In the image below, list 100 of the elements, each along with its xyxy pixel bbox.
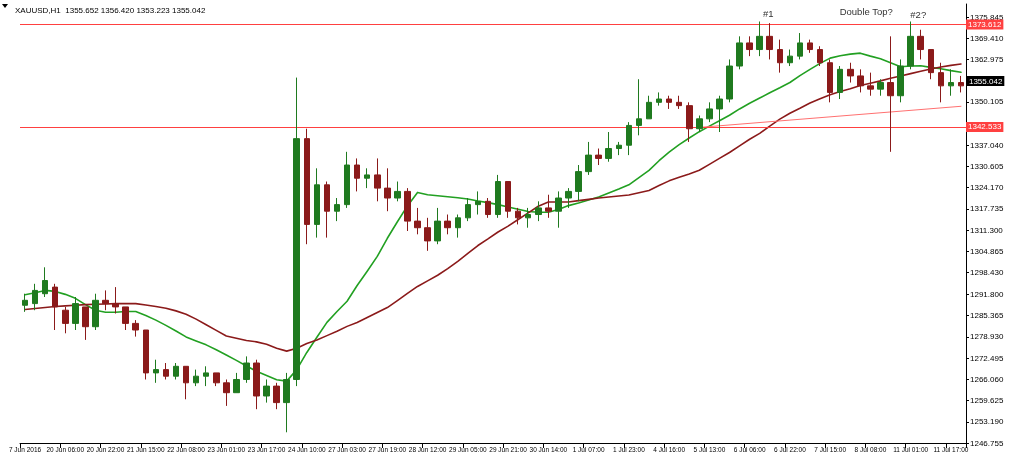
candlestick <box>253 359 260 410</box>
candlestick <box>575 164 582 202</box>
y-tick-label: 1285.365 <box>970 311 1004 321</box>
candlestick <box>817 45 823 67</box>
candlestick <box>777 39 783 74</box>
y-tick-label: 1369.410 <box>970 33 1004 43</box>
candlestick <box>304 128 310 245</box>
candlestick <box>334 197 340 222</box>
annotation: #1 <box>762 7 774 19</box>
candlestick <box>374 157 381 202</box>
candlestick <box>495 174 501 219</box>
candlestick <box>424 217 431 252</box>
candlestick <box>917 29 924 60</box>
candlestick <box>173 362 179 380</box>
candlestick <box>505 181 511 219</box>
candlestick <box>736 35 743 70</box>
candlestick <box>213 372 220 387</box>
candlestick <box>404 187 411 232</box>
candlestick <box>746 35 753 57</box>
candlestick <box>616 141 622 156</box>
candlestick <box>485 197 491 219</box>
candlestick <box>907 20 914 70</box>
annotation: #2? <box>910 8 927 20</box>
candlestick <box>163 362 169 380</box>
y-tick-label: 1311.300 <box>970 225 1004 235</box>
candlestick <box>203 365 209 387</box>
candlestick <box>122 306 129 331</box>
y-tick-label: 1246.755 <box>970 438 1004 448</box>
candlestick <box>595 148 602 166</box>
candlestick <box>92 293 99 331</box>
y-tick-label: 1330.605 <box>970 161 1004 171</box>
y-tick-label: 1375.845 <box>970 12 1004 22</box>
candlestick <box>666 95 672 110</box>
annotation: Double Top? <box>839 5 893 17</box>
candlestick <box>273 382 280 410</box>
candlestick <box>324 181 330 239</box>
candlestick <box>626 121 632 156</box>
candlestick <box>132 319 139 338</box>
candlestick <box>42 266 48 298</box>
candlestick <box>384 167 391 212</box>
candlestick <box>102 289 109 311</box>
candlestick <box>153 359 159 384</box>
candlestick <box>636 78 642 136</box>
candlestick <box>867 72 874 97</box>
candlestick <box>847 62 854 84</box>
candlestick <box>263 379 270 404</box>
candlestick <box>706 101 713 123</box>
y-tick-label: 1291.800 <box>970 289 1004 299</box>
candlestick <box>314 167 320 239</box>
candlestick <box>877 78 884 97</box>
candlestick <box>364 167 370 189</box>
candlestick <box>807 39 813 54</box>
y-tick-label: 1259.625 <box>970 396 1004 406</box>
candlestick <box>354 157 360 192</box>
candlestick <box>958 75 964 93</box>
candlestick <box>32 283 38 311</box>
candlestick <box>243 355 250 384</box>
candlestick <box>585 141 592 176</box>
candlestick <box>414 207 421 235</box>
y-tick-label: 1304.865 <box>970 246 1004 256</box>
candlestick <box>555 190 562 229</box>
candlestick <box>72 296 79 331</box>
y-tick-label: 1298.430 <box>970 267 1004 277</box>
candlestick <box>535 200 542 222</box>
candlestick <box>52 283 58 331</box>
candlestick <box>455 214 461 239</box>
y-tick-label: 1278.930 <box>970 332 1004 342</box>
candlestick <box>605 131 612 163</box>
chart-title: XAUUSD,H1 1355.652 1356.420 1353.223 1355.042 <box>15 5 206 15</box>
y-tick-label: 1266.060 <box>970 374 1004 384</box>
candlestick <box>646 95 652 120</box>
y-tick-label: 1337.040 <box>970 140 1004 150</box>
candlestick <box>223 379 230 407</box>
y-tick-label: 1272.495 <box>970 353 1004 363</box>
candlestick <box>394 181 401 202</box>
candlestick <box>434 207 441 245</box>
candlestick <box>656 91 662 107</box>
candlestick <box>515 207 521 225</box>
candlestick <box>797 32 803 60</box>
y-tick-label: 1324.170 <box>970 183 1004 193</box>
y-tick-label: 1362.975 <box>970 55 1004 65</box>
ref-line-label: 1373.612 <box>968 19 1002 29</box>
candlestick <box>696 115 703 133</box>
y-tick-label: 1253.190 <box>970 417 1004 427</box>
candlestick <box>897 58 904 103</box>
candlestick <box>475 190 481 216</box>
y-tick-label: 1317.735 <box>970 204 1004 214</box>
candlestick <box>857 68 864 93</box>
text: 1355.042 <box>968 76 1003 86</box>
candlestick <box>525 207 531 229</box>
candlestick <box>837 65 843 100</box>
candlestick <box>787 49 793 67</box>
candlestick <box>444 214 451 235</box>
candlestick <box>293 77 300 387</box>
candlestick <box>233 372 240 394</box>
candlestick <box>143 329 149 380</box>
candlestick <box>686 101 693 143</box>
y-tick-label: 1350.105 <box>970 97 1004 107</box>
candlestick <box>112 286 119 315</box>
candlestick <box>676 95 682 110</box>
